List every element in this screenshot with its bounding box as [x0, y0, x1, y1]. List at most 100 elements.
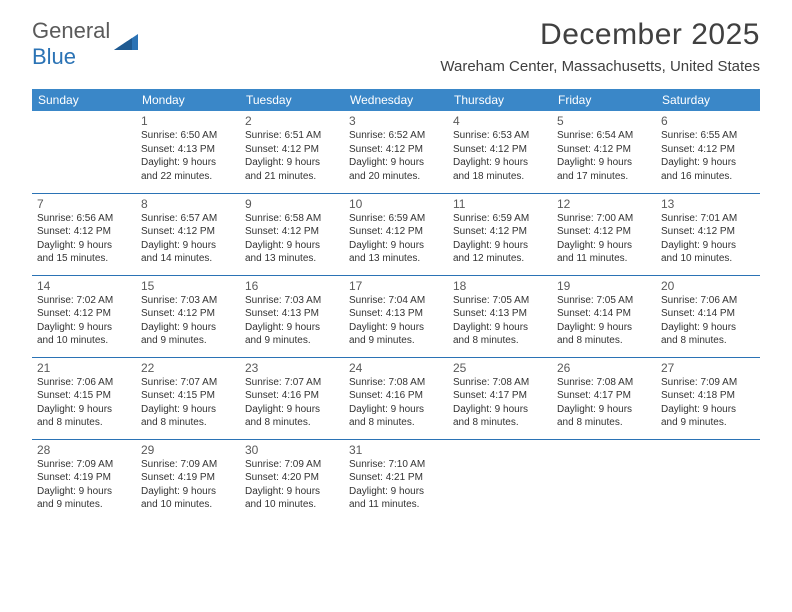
day-cell: 15Sunrise: 7:03 AMSunset: 4:12 PMDayligh…	[136, 275, 240, 357]
day-cell: 26Sunrise: 7:08 AMSunset: 4:17 PMDayligh…	[552, 357, 656, 439]
day-info: Sunrise: 6:56 AMSunset: 4:12 PMDaylight:…	[37, 212, 131, 266]
day-info: Sunrise: 7:07 AMSunset: 4:15 PMDaylight:…	[141, 376, 235, 430]
day-header-row: SundayMondayTuesdayWednesdayThursdayFrid…	[32, 89, 760, 111]
day-info: Sunrise: 6:59 AMSunset: 4:12 PMDaylight:…	[453, 212, 547, 266]
day-cell: 3Sunrise: 6:52 AMSunset: 4:12 PMDaylight…	[344, 111, 448, 193]
day-info: Sunrise: 7:03 AMSunset: 4:13 PMDaylight:…	[245, 294, 339, 348]
day-number: 24	[349, 361, 443, 375]
day-cell: 7Sunrise: 6:56 AMSunset: 4:12 PMDaylight…	[32, 193, 136, 275]
day-info: Sunrise: 7:06 AMSunset: 4:14 PMDaylight:…	[661, 294, 755, 348]
brand-logo: General Blue	[32, 18, 142, 70]
week-row: 1Sunrise: 6:50 AMSunset: 4:13 PMDaylight…	[32, 111, 760, 193]
day-cell: 31Sunrise: 7:10 AMSunset: 4:21 PMDayligh…	[344, 439, 448, 521]
day-number: 18	[453, 279, 547, 293]
day-number: 21	[37, 361, 131, 375]
page-header: General Blue December 2025 Wareham Cente…	[0, 0, 792, 79]
calendar-head: SundayMondayTuesdayWednesdayThursdayFrid…	[32, 89, 760, 111]
day-info: Sunrise: 7:05 AMSunset: 4:14 PMDaylight:…	[557, 294, 651, 348]
day-cell: 9Sunrise: 6:58 AMSunset: 4:12 PMDaylight…	[240, 193, 344, 275]
day-info: Sunrise: 7:09 AMSunset: 4:19 PMDaylight:…	[141, 458, 235, 512]
day-number: 26	[557, 361, 651, 375]
day-header: Wednesday	[344, 89, 448, 111]
day-cell: 30Sunrise: 7:09 AMSunset: 4:20 PMDayligh…	[240, 439, 344, 521]
brand-triangle-icon	[114, 32, 142, 57]
day-cell: 21Sunrise: 7:06 AMSunset: 4:15 PMDayligh…	[32, 357, 136, 439]
day-info: Sunrise: 7:02 AMSunset: 4:12 PMDaylight:…	[37, 294, 131, 348]
day-cell: 12Sunrise: 7:00 AMSunset: 4:12 PMDayligh…	[552, 193, 656, 275]
week-row: 7Sunrise: 6:56 AMSunset: 4:12 PMDaylight…	[32, 193, 760, 275]
day-cell: 29Sunrise: 7:09 AMSunset: 4:19 PMDayligh…	[136, 439, 240, 521]
day-info: Sunrise: 7:04 AMSunset: 4:13 PMDaylight:…	[349, 294, 443, 348]
day-cell: 23Sunrise: 7:07 AMSunset: 4:16 PMDayligh…	[240, 357, 344, 439]
empty-cell	[448, 439, 552, 521]
day-cell: 2Sunrise: 6:51 AMSunset: 4:12 PMDaylight…	[240, 111, 344, 193]
week-row: 28Sunrise: 7:09 AMSunset: 4:19 PMDayligh…	[32, 439, 760, 521]
day-cell: 14Sunrise: 7:02 AMSunset: 4:12 PMDayligh…	[32, 275, 136, 357]
day-cell: 25Sunrise: 7:08 AMSunset: 4:17 PMDayligh…	[448, 357, 552, 439]
day-number: 29	[141, 443, 235, 457]
day-header: Saturday	[656, 89, 760, 111]
day-cell: 8Sunrise: 6:57 AMSunset: 4:12 PMDaylight…	[136, 193, 240, 275]
day-info: Sunrise: 6:53 AMSunset: 4:12 PMDaylight:…	[453, 129, 547, 183]
day-info: Sunrise: 6:58 AMSunset: 4:12 PMDaylight:…	[245, 212, 339, 266]
calendar-body: 1Sunrise: 6:50 AMSunset: 4:13 PMDaylight…	[32, 111, 760, 521]
day-info: Sunrise: 7:06 AMSunset: 4:15 PMDaylight:…	[37, 376, 131, 430]
day-number: 23	[245, 361, 339, 375]
day-number: 1	[141, 114, 235, 128]
empty-cell	[552, 439, 656, 521]
day-number: 28	[37, 443, 131, 457]
day-info: Sunrise: 6:51 AMSunset: 4:12 PMDaylight:…	[245, 129, 339, 183]
day-number: 20	[661, 279, 755, 293]
day-number: 4	[453, 114, 547, 128]
day-info: Sunrise: 7:05 AMSunset: 4:13 PMDaylight:…	[453, 294, 547, 348]
day-info: Sunrise: 7:08 AMSunset: 4:16 PMDaylight:…	[349, 376, 443, 430]
day-cell: 27Sunrise: 7:09 AMSunset: 4:18 PMDayligh…	[656, 357, 760, 439]
day-header: Tuesday	[240, 89, 344, 111]
day-header: Monday	[136, 89, 240, 111]
day-cell: 17Sunrise: 7:04 AMSunset: 4:13 PMDayligh…	[344, 275, 448, 357]
day-number: 27	[661, 361, 755, 375]
day-number: 6	[661, 114, 755, 128]
day-number: 22	[141, 361, 235, 375]
day-number: 7	[37, 197, 131, 211]
month-title: December 2025	[440, 18, 760, 52]
day-info: Sunrise: 7:09 AMSunset: 4:20 PMDaylight:…	[245, 458, 339, 512]
day-cell: 5Sunrise: 6:54 AMSunset: 4:12 PMDaylight…	[552, 111, 656, 193]
day-number: 25	[453, 361, 547, 375]
day-info: Sunrise: 7:08 AMSunset: 4:17 PMDaylight:…	[557, 376, 651, 430]
day-number: 8	[141, 197, 235, 211]
day-number: 5	[557, 114, 651, 128]
day-cell: 20Sunrise: 7:06 AMSunset: 4:14 PMDayligh…	[656, 275, 760, 357]
title-block: December 2025 Wareham Center, Massachuse…	[440, 18, 760, 75]
day-cell: 1Sunrise: 6:50 AMSunset: 4:13 PMDaylight…	[136, 111, 240, 193]
day-cell: 24Sunrise: 7:08 AMSunset: 4:16 PMDayligh…	[344, 357, 448, 439]
day-cell: 28Sunrise: 7:09 AMSunset: 4:19 PMDayligh…	[32, 439, 136, 521]
day-cell: 6Sunrise: 6:55 AMSunset: 4:12 PMDaylight…	[656, 111, 760, 193]
day-number: 3	[349, 114, 443, 128]
day-number: 16	[245, 279, 339, 293]
day-cell: 22Sunrise: 7:07 AMSunset: 4:15 PMDayligh…	[136, 357, 240, 439]
day-info: Sunrise: 6:57 AMSunset: 4:12 PMDaylight:…	[141, 212, 235, 266]
day-number: 14	[37, 279, 131, 293]
day-cell: 4Sunrise: 6:53 AMSunset: 4:12 PMDaylight…	[448, 111, 552, 193]
brand-text-1: General	[32, 18, 110, 43]
day-info: Sunrise: 7:09 AMSunset: 4:18 PMDaylight:…	[661, 376, 755, 430]
day-info: Sunrise: 7:09 AMSunset: 4:19 PMDaylight:…	[37, 458, 131, 512]
empty-cell	[656, 439, 760, 521]
brand-text: General Blue	[32, 18, 110, 70]
day-number: 15	[141, 279, 235, 293]
day-info: Sunrise: 6:52 AMSunset: 4:12 PMDaylight:…	[349, 129, 443, 183]
brand-text-2: Blue	[32, 44, 76, 69]
day-info: Sunrise: 7:07 AMSunset: 4:16 PMDaylight:…	[245, 376, 339, 430]
day-number: 13	[661, 197, 755, 211]
day-number: 17	[349, 279, 443, 293]
week-row: 14Sunrise: 7:02 AMSunset: 4:12 PMDayligh…	[32, 275, 760, 357]
day-cell: 16Sunrise: 7:03 AMSunset: 4:13 PMDayligh…	[240, 275, 344, 357]
day-number: 31	[349, 443, 443, 457]
day-cell: 11Sunrise: 6:59 AMSunset: 4:12 PMDayligh…	[448, 193, 552, 275]
day-cell: 10Sunrise: 6:59 AMSunset: 4:12 PMDayligh…	[344, 193, 448, 275]
empty-cell	[32, 111, 136, 193]
day-info: Sunrise: 7:10 AMSunset: 4:21 PMDaylight:…	[349, 458, 443, 512]
day-info: Sunrise: 6:55 AMSunset: 4:12 PMDaylight:…	[661, 129, 755, 183]
day-number: 12	[557, 197, 651, 211]
